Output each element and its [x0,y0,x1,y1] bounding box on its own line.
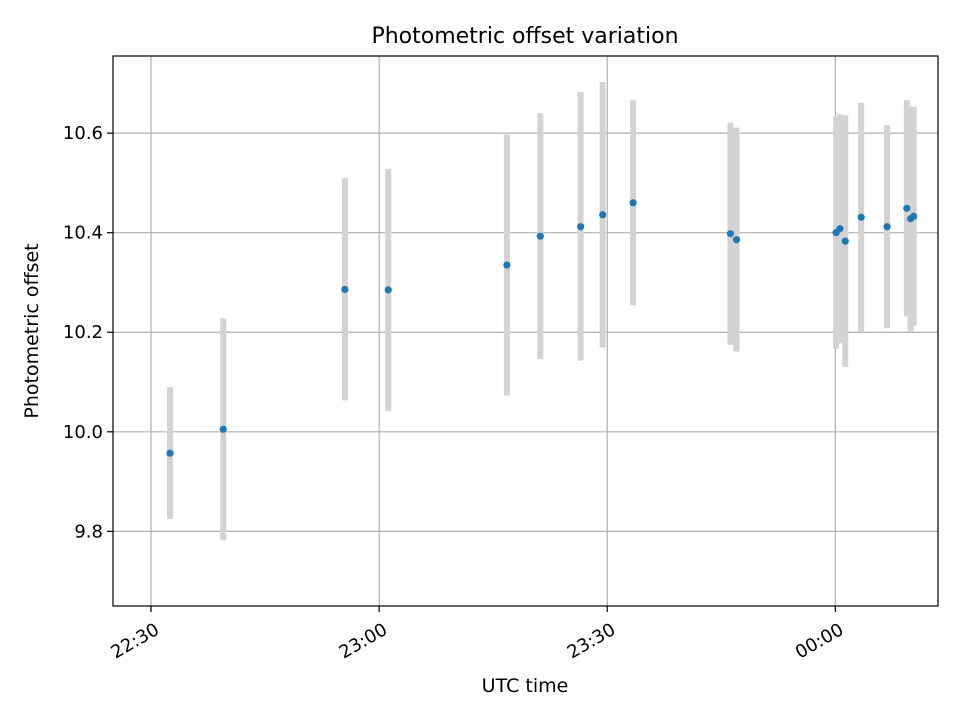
data-point [732,236,741,244]
data-point [726,230,735,238]
data-point [883,223,891,231]
data-point [599,211,607,219]
data-point [166,449,174,457]
y-tick-label: 10.4 [63,223,103,244]
data-point [341,285,349,294]
data-point [903,204,911,212]
y-tick-label: 10.0 [63,422,103,443]
data-point [857,213,865,221]
y-tick-label: 9.8 [74,521,103,542]
data-point [536,232,544,240]
data-point [503,261,511,269]
plot-area-background [113,56,938,606]
data-point [384,286,392,294]
data-point [577,223,585,231]
data-point [629,199,637,207]
data-points [166,199,918,457]
data-point [910,212,918,220]
data-point [841,237,849,245]
y-axis-label: Photometric offset [21,243,43,418]
data-point [836,225,844,233]
chart-title: Photometric offset variation [371,24,678,49]
y-tick-label: 10.2 [63,322,103,343]
data-point [219,425,227,433]
x-axis-label: UTC time [482,675,569,697]
y-tick-label: 10.6 [63,123,103,144]
plot-area-frame [112,55,939,607]
